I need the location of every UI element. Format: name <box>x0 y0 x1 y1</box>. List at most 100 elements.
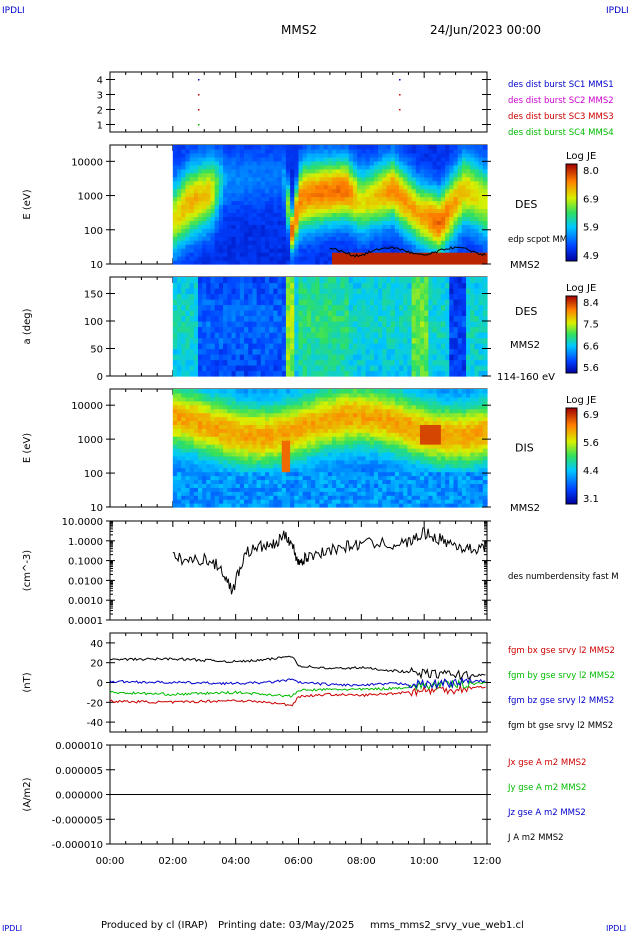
dis-energy-cell <box>227 463 233 469</box>
dis-energy-cell <box>285 499 291 504</box>
des-energy-cell <box>340 200 346 206</box>
des-energy-cell <box>344 260 350 265</box>
des-energy-cell <box>470 244 476 249</box>
des-pitch-cell <box>478 343 484 350</box>
des-energy-cell <box>369 192 375 198</box>
des-energy-cell <box>466 145 471 150</box>
dis-energy-cell <box>206 487 212 492</box>
des-energy-cell <box>189 232 195 237</box>
des-energy-cell <box>424 164 429 170</box>
dis-energy-cell <box>290 412 295 418</box>
des-pitch-cell <box>344 354 350 361</box>
des-energy-cell <box>348 204 354 210</box>
des-energy-cell <box>482 220 488 225</box>
dis-energy-cell <box>269 451 274 457</box>
dis-energy-cell <box>214 389 220 394</box>
des-energy-cell <box>440 236 446 241</box>
des-energy-cell <box>382 260 388 265</box>
des-energy-cell <box>260 248 266 253</box>
dis-energy-cell <box>244 499 249 504</box>
des-pitch-cell <box>478 370 484 377</box>
des-energy-cell <box>394 188 400 194</box>
des-pitch-cell <box>432 332 438 339</box>
dis-energy-cell <box>227 448 233 453</box>
des-pitch-cell <box>223 277 228 284</box>
des-energy-cell <box>181 168 186 174</box>
dis-energy-cell <box>319 487 325 492</box>
des-pitch-cell <box>285 343 291 350</box>
dis-energy-cell <box>193 416 199 422</box>
des-pitch-cell <box>281 370 287 377</box>
des-energy-cell <box>256 232 262 237</box>
des-pitch-cell <box>466 282 471 289</box>
des-energy-cell <box>181 220 186 225</box>
des-energy-cell <box>227 224 233 229</box>
des-energy-cell <box>244 152 249 158</box>
des-pitch-cell <box>407 332 413 339</box>
des-energy-cell <box>185 148 191 154</box>
des-pitch-cell <box>470 326 476 333</box>
des-energy-cell <box>302 224 308 229</box>
dis-energy-cell <box>315 459 321 465</box>
des-energy-cell <box>244 240 249 245</box>
des-energy-cell <box>466 252 471 257</box>
des-pitch-cell <box>428 299 434 306</box>
des-energy-cell <box>365 176 371 182</box>
dis-energy-cell <box>177 463 182 469</box>
dis-energy-cell <box>189 416 195 422</box>
des-pitch-cell <box>323 299 329 306</box>
des-pitch-cell <box>227 282 233 289</box>
des-pitch-cell <box>415 288 421 295</box>
des-energy-cell <box>445 228 450 233</box>
des-energy-cell <box>273 164 279 170</box>
des-energy-cell <box>419 172 425 178</box>
dis-energy-cell <box>252 432 258 437</box>
des-energy-cell <box>235 260 241 265</box>
des-energy-cell <box>197 216 203 221</box>
dis-energy-cell <box>231 491 237 496</box>
des-pitch-cell <box>399 299 404 306</box>
des-pitch-cell <box>357 343 362 350</box>
des-energy-cell <box>294 176 300 182</box>
des-energy-cell <box>172 176 178 182</box>
des-energy-cell <box>189 148 195 154</box>
des-energy-cell <box>361 244 367 249</box>
des-energy-cell <box>302 192 308 198</box>
des-energy-cell <box>361 224 367 229</box>
des-energy-cell <box>311 172 316 178</box>
dis-energy-cell <box>248 444 254 449</box>
dis-energy-cell <box>235 404 241 410</box>
des-pitch-cell <box>461 348 467 355</box>
dis-energy-cell <box>298 479 304 484</box>
des-pitch-cell <box>202 293 207 300</box>
des-pitch-cell <box>348 299 354 306</box>
des-energy-cell <box>348 232 354 237</box>
des-energy-cell <box>457 260 463 265</box>
des-energy-cell <box>327 220 333 225</box>
des-energy-cell <box>294 156 300 162</box>
des-energy-cell <box>403 160 409 166</box>
des-energy-cell <box>252 248 258 253</box>
des-energy-cell <box>419 248 425 253</box>
des-energy-cell <box>206 164 212 170</box>
dis-energy-cell <box>260 389 266 394</box>
des-pitch-cell <box>399 370 404 377</box>
des-pitch-cell <box>256 332 262 339</box>
des-energy-cell <box>332 148 337 154</box>
des-energy-cell <box>319 232 325 237</box>
des-energy-cell <box>281 236 287 241</box>
des-energy-cell <box>223 196 228 202</box>
dis-energy-cell <box>177 495 182 500</box>
des-pitch-cell <box>311 304 316 311</box>
des-pitch-cell <box>348 332 354 339</box>
des-pitch-cell <box>202 337 207 344</box>
dis-energy-cell <box>210 436 216 441</box>
des-energy-cell <box>365 216 371 221</box>
dis-energy-cell <box>302 483 308 488</box>
des-energy-cell <box>227 248 233 253</box>
des-energy-cell <box>461 148 467 154</box>
des-energy-cell <box>181 180 186 186</box>
des-pitch-cell <box>273 337 279 344</box>
des-energy-cell <box>210 240 216 245</box>
des-pitch-cell <box>373 337 379 344</box>
